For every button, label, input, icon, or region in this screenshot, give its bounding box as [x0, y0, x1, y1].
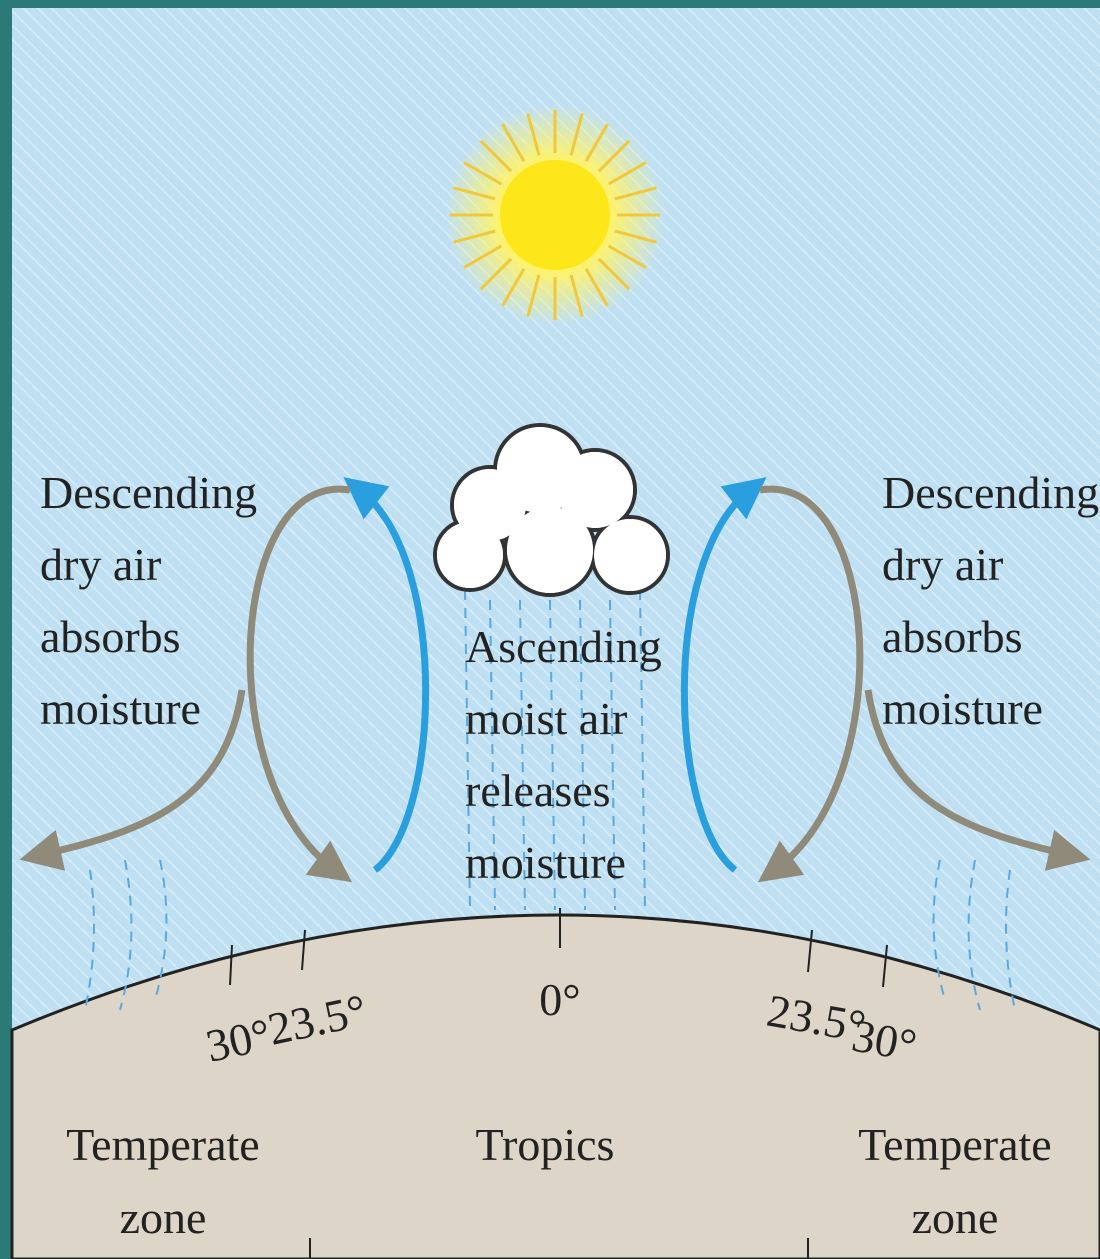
left-label: Descending — [40, 467, 257, 518]
ground — [10, 913, 1100, 1259]
right-label: dry air — [882, 539, 1003, 590]
sun-ray — [463, 161, 503, 186]
sun-ray — [569, 113, 584, 156]
sun-ray — [614, 229, 657, 244]
zone-label: zone — [912, 1192, 999, 1243]
zone-label: Tropics — [476, 1119, 615, 1170]
sun-ray — [584, 267, 609, 307]
sun-ray — [597, 139, 631, 173]
sun-ray — [607, 161, 647, 186]
center-label: Ascending — [465, 621, 662, 672]
rain — [84, 589, 1016, 1011]
sun-ray — [569, 274, 584, 317]
zone-label: Temperate — [858, 1119, 1051, 1170]
left-label: dry air — [40, 539, 161, 590]
center-label: releases — [465, 765, 611, 816]
sun-ray — [614, 186, 657, 201]
right-label: absorbs — [882, 611, 1023, 662]
sun-ray — [526, 274, 541, 317]
air-cell-right — [680, 477, 1091, 883]
zone-label: zone — [120, 1192, 207, 1243]
sun-ray — [597, 257, 631, 291]
air-cell-left — [19, 477, 430, 883]
latitude-label: 0° — [539, 974, 580, 1025]
latitude-label: 30° — [848, 1010, 920, 1071]
right-label: moisture — [882, 683, 1043, 734]
sun-ray — [479, 139, 513, 173]
sun-ray — [501, 123, 526, 163]
right-label: Descending — [882, 467, 1099, 518]
sun-ray — [501, 267, 526, 307]
sun-ray — [453, 186, 496, 201]
sun-ray — [453, 229, 496, 244]
center-label: moist air — [465, 693, 627, 744]
latitude-ticks — [229, 908, 888, 1259]
left-label: moisture — [40, 683, 201, 734]
sun-ray — [607, 244, 647, 269]
sun — [445, 105, 665, 325]
cloud — [433, 423, 670, 597]
sun-ray — [479, 257, 513, 291]
left-label: absorbs — [40, 611, 181, 662]
center-label: moisture — [465, 837, 626, 888]
zone-label: Temperate — [66, 1119, 259, 1170]
sun-ray — [584, 123, 609, 163]
sun-ray — [526, 113, 541, 156]
sun-ray — [463, 244, 503, 269]
